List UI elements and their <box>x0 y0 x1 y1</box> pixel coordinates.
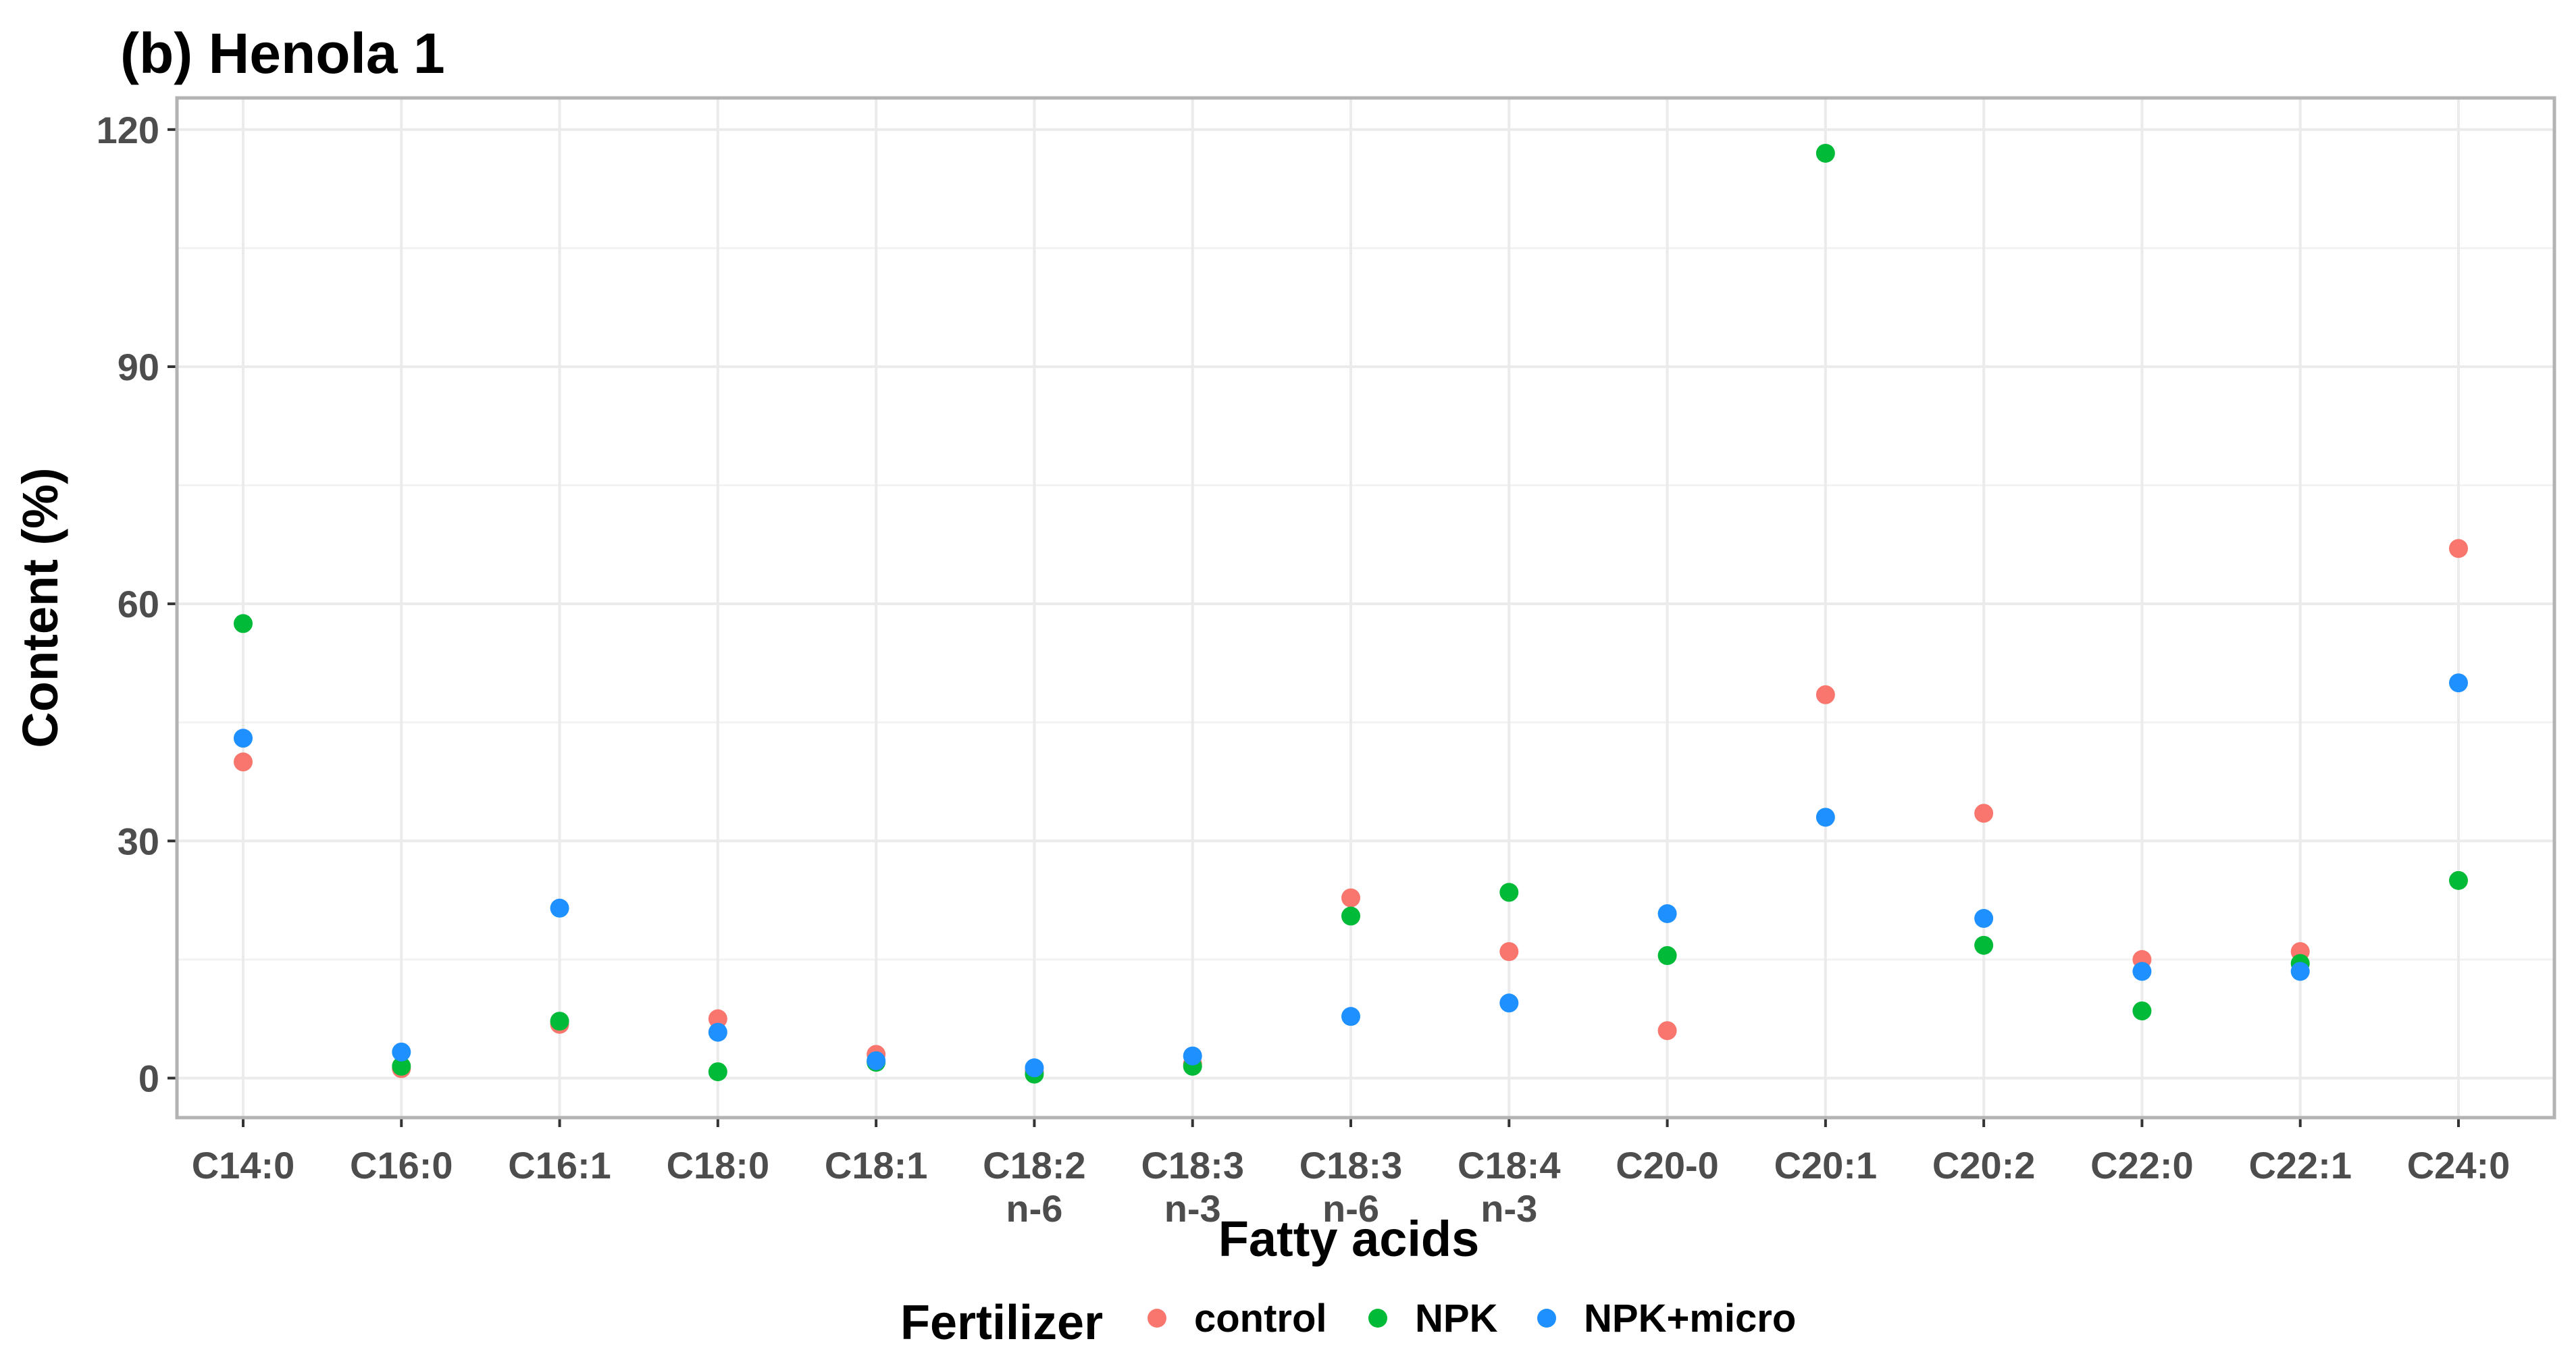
y-tick-label: 30 <box>118 820 159 862</box>
x-tick-label: n-6 <box>1006 1187 1062 1230</box>
grid-layer <box>177 98 2554 1118</box>
x-tick-label: C16:1 <box>508 1144 611 1186</box>
y-axis: 0 30 60 90 120 <box>97 109 177 1099</box>
point-control <box>1974 804 1994 823</box>
y-tick-label: 60 <box>118 583 159 625</box>
point-npk <box>392 1056 411 1076</box>
x-tick-label: C24:0 <box>2407 1144 2510 1186</box>
x-tick-label: C20-0 <box>1616 1144 1719 1186</box>
point-npk <box>550 1012 569 1031</box>
x-tick-label: n-3 <box>1480 1187 1537 1230</box>
y-tick-label: 120 <box>97 109 159 151</box>
point-npk-micro <box>1815 808 1835 827</box>
point-control <box>234 752 253 772</box>
x-tick-label: C20:2 <box>1932 1144 2036 1186</box>
point-npk <box>1815 143 1835 163</box>
x-axis: C14:0 C16:0 C16:1 C18:0 C18:1 C18:2n-6C18:3n-… <box>192 1118 2510 1230</box>
point-npk-micro <box>867 1051 886 1070</box>
point-npk <box>234 614 253 633</box>
x-tick-label: C18:4 <box>1458 1144 1561 1186</box>
legend-key-npk <box>1368 1309 1387 1328</box>
point-control <box>1815 685 1835 704</box>
x-tick-label: n-6 <box>1322 1187 1379 1230</box>
point-npk <box>1657 946 1677 966</box>
x-tick-label: C18:3 <box>1141 1144 1244 1186</box>
point-npk-micro <box>1657 904 1677 923</box>
legend-title: Fertilizer <box>900 1296 1103 1350</box>
x-tick-label: C18:3 <box>1299 1144 1403 1186</box>
point-npk <box>2132 1001 2152 1020</box>
legend-key-control <box>1148 1309 1166 1328</box>
legend-key-npk-micro <box>1537 1309 1556 1328</box>
x-tick-label: C22:0 <box>2090 1144 2194 1186</box>
point-npk-micro <box>1341 1007 1360 1026</box>
point-npk-micro <box>1974 909 1994 929</box>
point-control <box>1341 888 1360 908</box>
legend-label-npk: NPK <box>1415 1297 1498 1340</box>
point-npk-micro <box>2132 962 2152 981</box>
x-tick-label: C14:0 <box>192 1144 295 1186</box>
point-npk-micro <box>392 1042 411 1062</box>
legend-label-control: control <box>1194 1297 1327 1340</box>
point-npk <box>1499 883 1519 902</box>
point-npk <box>708 1062 727 1082</box>
legend: Fertilizer control NPK NPK+micro <box>900 1296 1796 1350</box>
point-npk-micro <box>1499 993 1519 1013</box>
x-axis-title: Fatty acids <box>1218 1211 1480 1267</box>
point-npk-micro <box>2290 962 2310 981</box>
x-tick-label: n-3 <box>1164 1187 1221 1230</box>
plot-panel-border <box>175 96 2556 1120</box>
chart-title: (b) Henola 1 <box>120 22 445 85</box>
x-tick-label: C18:1 <box>825 1144 928 1186</box>
point-npk-micro <box>1183 1046 1202 1066</box>
point-control <box>1499 942 1519 962</box>
point-npk <box>1341 906 1360 926</box>
x-tick-label: C20:1 <box>1774 1144 1878 1186</box>
y-tick-label: 0 <box>138 1057 159 1099</box>
y-axis-title: Content (%) <box>12 467 68 748</box>
x-tick-label: C16:0 <box>350 1144 453 1186</box>
x-tick-label: C18:0 <box>667 1144 770 1186</box>
point-npk-micro <box>2449 673 2468 693</box>
point-npk-micro <box>550 898 569 918</box>
x-tick-label: C22:1 <box>2248 1144 2352 1186</box>
legend-label-npk-micro: NPK+micro <box>1584 1297 1796 1340</box>
point-control <box>1657 1021 1677 1041</box>
point-npk <box>2449 870 2468 890</box>
point-control <box>708 1009 727 1028</box>
point-npk-micro <box>234 729 253 748</box>
point-control <box>2449 539 2468 558</box>
y-tick-label: 90 <box>118 346 159 388</box>
x-tick-label: C18:2 <box>983 1144 1086 1186</box>
legend-items: control NPK NPK+micro <box>1148 1297 1796 1340</box>
point-npk <box>1974 935 1994 955</box>
point-npk-micro <box>1025 1058 1044 1078</box>
points-layer <box>234 143 2468 1084</box>
point-npk-micro <box>708 1022 727 1042</box>
